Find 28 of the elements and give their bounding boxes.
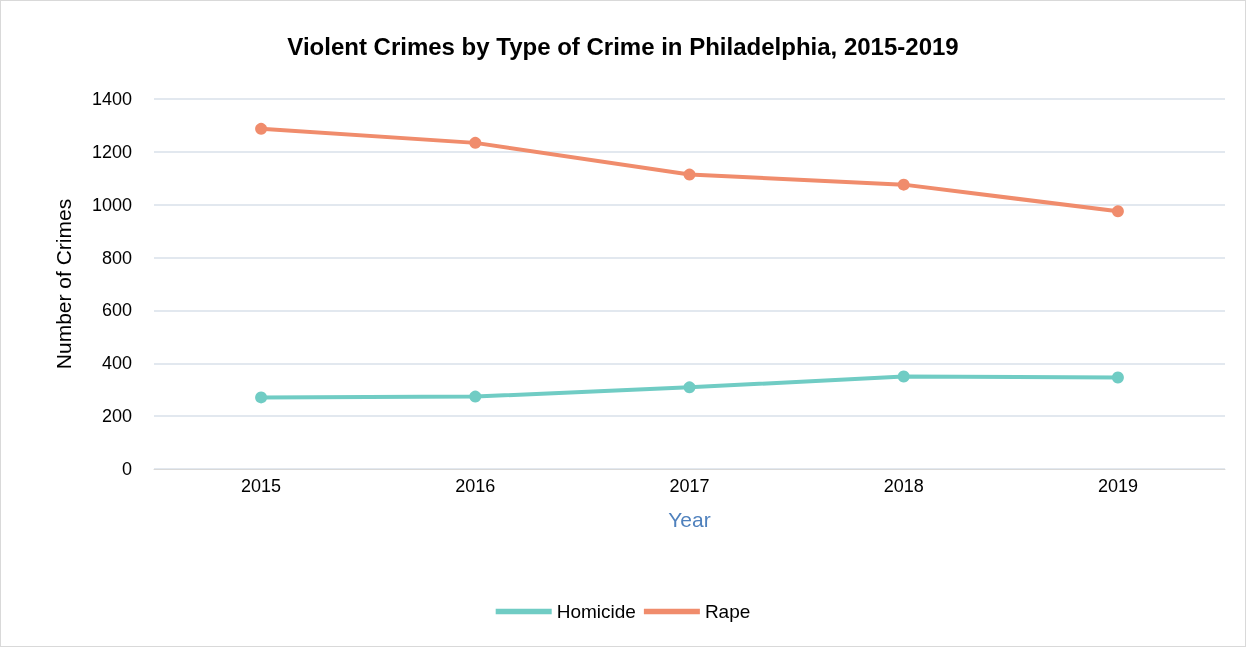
- x-tick-label: 2015: [241, 476, 282, 496]
- point: [683, 168, 696, 181]
- y-tick-label: 400: [101, 353, 132, 374]
- point: [255, 122, 268, 135]
- y-tick-label: 0: [121, 459, 132, 479]
- point: [1111, 371, 1124, 384]
- point: [683, 381, 696, 394]
- x-tick-label: 2019: [1097, 476, 1138, 496]
- point: [897, 178, 910, 191]
- x-tick-label: 2016: [455, 476, 496, 496]
- legend-label: Rape: [704, 601, 751, 622]
- y-tick-label: 1400: [91, 89, 132, 109]
- point: [255, 391, 268, 404]
- y-axis-title: Number of Crimes: [52, 198, 75, 370]
- point: [897, 370, 910, 383]
- y-tick-label: 600: [101, 300, 132, 321]
- y-tick-label: 1000: [91, 194, 132, 215]
- point: [469, 136, 482, 149]
- x-tick-label: 2017: [669, 476, 710, 496]
- y-tick-label: 1200: [91, 141, 132, 162]
- point: [469, 390, 482, 403]
- chart-title: Violent Crimes by Type of Crime in Philadelphia, 2015-2019: [287, 32, 959, 60]
- y-tick-label: 200: [101, 406, 132, 427]
- y-tick-label: 800: [101, 247, 132, 268]
- x-axis-title: Year: [668, 508, 711, 531]
- point: [1111, 205, 1124, 218]
- x-tick-label: 2018: [883, 476, 924, 496]
- legend-label: Homicide: [556, 601, 636, 622]
